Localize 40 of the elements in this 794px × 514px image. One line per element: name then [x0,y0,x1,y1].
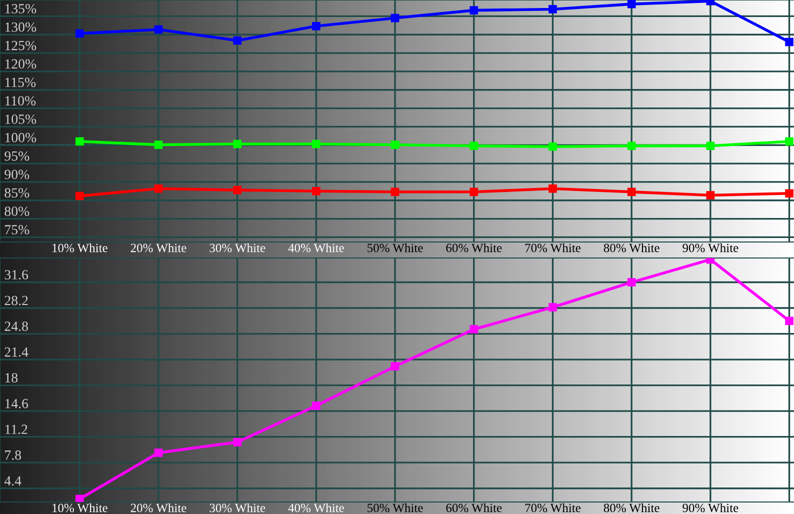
x-tick-label: 50% White [368,503,423,512]
x-tick-label: 10% White [52,503,108,512]
x-tick-label: 70% White [525,503,580,512]
x-tick-label: 30% White [210,503,266,512]
y-tick-label: 18 [5,373,18,382]
y-tick-label: 85% [4,188,30,198]
y-tick-label: 7.8 [5,450,21,460]
y-tick-label: 115% [5,78,36,88]
x-tick-label: 40% White [288,243,344,252]
x-tick-label: 50% White [368,243,423,252]
y-tick-label: 28.2 [4,296,28,306]
x-tick-label: 60% White [446,503,502,512]
x-tick-label: 60% White [446,243,502,252]
y-tick-label: 135% [5,4,36,14]
y-tick-label: 80% [4,206,30,216]
x-tick-label: 70% White [525,243,580,252]
x-tick-label: 10% White [52,243,108,252]
y-tick-label: 105% [5,114,36,124]
x-tick-label: 80% White [604,243,660,252]
x-tick-label: 20% White [130,503,186,512]
y-tick-label: 31.6 [4,270,28,280]
y-tick-label: 100% [5,132,36,142]
y-tick-label: 95% [4,151,30,161]
x-tick-label: 90% White [682,503,738,512]
y-tick-label: 21.4 [4,347,28,357]
y-tick-label: 14.6 [5,398,28,408]
x-tick-label: 90% White [682,243,738,252]
y-tick-label: 4.4 [4,476,22,486]
y-tick-label: 90% [4,170,30,180]
y-tick-label: 120% [5,59,36,69]
x-tick-label: 30% White [210,243,266,252]
y-tick-label: 130% [5,22,36,32]
y-tick-label: 110% [5,96,36,106]
y-tick-label: 11.2 [5,424,28,434]
y-tick-label: 75% [5,225,30,234]
x-tick-label: 80% White [604,503,660,512]
x-tick-label: 40% White [288,503,344,512]
y-tick-label: 125% [5,40,36,50]
x-tick-label: 20% White [130,243,186,252]
y-tick-label: 24.8 [4,322,28,332]
